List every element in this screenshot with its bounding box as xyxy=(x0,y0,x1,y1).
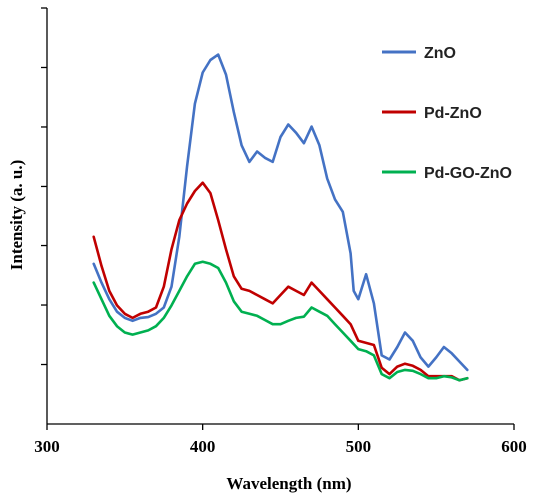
series-layer xyxy=(92,53,469,382)
x-axis-title: Wavelength (nm) xyxy=(226,474,351,493)
legend-label: Pd-GO-ZnO xyxy=(424,165,512,182)
series-line-pd-go-zno xyxy=(92,260,469,382)
series-line-zno xyxy=(92,53,469,372)
axes: 300 400 500 600 xyxy=(34,7,527,456)
legend-label: ZnO xyxy=(424,45,456,62)
x-tick-label: 400 xyxy=(190,437,216,456)
x-tick-label: 300 xyxy=(34,437,60,456)
series-line-pd-zno xyxy=(92,181,469,382)
legend-label: Pd-ZnO xyxy=(424,105,482,122)
y-axis-title: Intensity (a. u.) xyxy=(7,160,26,271)
x-tick-label: 600 xyxy=(501,437,527,456)
legend: ZnO Pd-ZnO Pd-GO-ZnO xyxy=(382,45,512,182)
x-tick-label: 500 xyxy=(346,437,372,456)
